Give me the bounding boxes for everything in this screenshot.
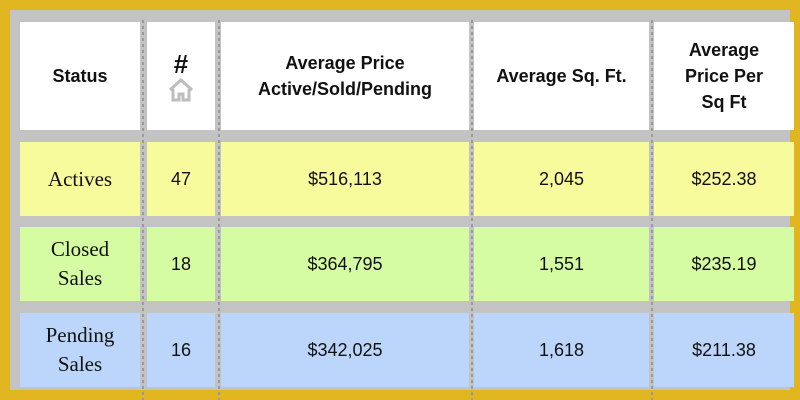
price-per-sqft-cell: $252.38 — [654, 142, 794, 216]
price-per-sqft-cell: $235.19 — [654, 227, 794, 301]
price-per-sqft-value: $211.38 — [692, 339, 756, 360]
column-divider — [471, 20, 473, 400]
status-label-line1: Closed — [50, 237, 110, 261]
header-average-price-line1: Average Price — [285, 53, 405, 73]
column-divider — [218, 20, 220, 400]
average-price-cell: $364,795 — [221, 227, 469, 301]
average-sqft-value: 2,045 — [538, 168, 585, 189]
header-average-price-line2: Active/Sold/Pending — [257, 79, 433, 99]
home-icon — [168, 78, 194, 102]
header-status: Status — [20, 22, 140, 130]
status-label-line2: Sales — [57, 266, 103, 290]
count-value: 47 — [170, 168, 192, 189]
average-price-value: $516,113 — [308, 168, 382, 189]
status-label-line2: Sales — [57, 352, 103, 376]
average-sqft-value: 1,551 — [538, 253, 585, 274]
average-sqft-value: 1,618 — [538, 339, 585, 360]
average-price-cell: $516,113 — [221, 142, 469, 216]
column-divider — [651, 20, 653, 400]
header-price-per-sqft: Average Price Per Sq Ft — [654, 22, 794, 130]
header-count-label: # — [173, 49, 189, 79]
count-value: 16 — [170, 339, 192, 360]
average-sqft-cell: 1,551 — [474, 227, 649, 301]
price-per-sqft-cell: $211.38 — [654, 313, 794, 387]
average-price-cell: $342,025 — [221, 313, 469, 387]
count-cell: 16 — [147, 313, 215, 387]
average-price-value: $364,795 — [307, 253, 383, 274]
count-cell: 47 — [147, 142, 215, 216]
status-cell-closed-sales: Closed Sales — [20, 227, 140, 301]
header-average-price: Average Price Active/Sold/Pending — [221, 22, 469, 130]
column-divider — [142, 20, 144, 400]
status-label: Actives — [47, 166, 113, 191]
status-cell-actives: Actives — [20, 142, 140, 216]
count-value: 18 — [170, 253, 192, 274]
count-cell: 18 — [147, 227, 215, 301]
price-per-sqft-value: $252.38 — [691, 168, 757, 189]
status-label-line1: Pending — [45, 323, 115, 347]
header-average-sqft-label: Average Sq. Ft. — [496, 66, 627, 86]
average-sqft-cell: 1,618 — [474, 313, 649, 387]
header-ppsf-line2: Price Per — [684, 66, 764, 86]
average-price-value: $342,025 — [307, 339, 383, 360]
header-average-sqft: Average Sq. Ft. — [474, 22, 649, 130]
price-per-sqft-value: $235.19 — [691, 253, 757, 274]
header-status-label: Status — [52, 66, 108, 86]
header-count: # — [147, 22, 215, 130]
header-ppsf-line1: Average — [688, 40, 760, 60]
status-cell-pending-sales: Pending Sales — [20, 313, 140, 387]
header-ppsf-line3: Sq Ft — [701, 92, 747, 112]
average-sqft-cell: 2,045 — [474, 142, 649, 216]
